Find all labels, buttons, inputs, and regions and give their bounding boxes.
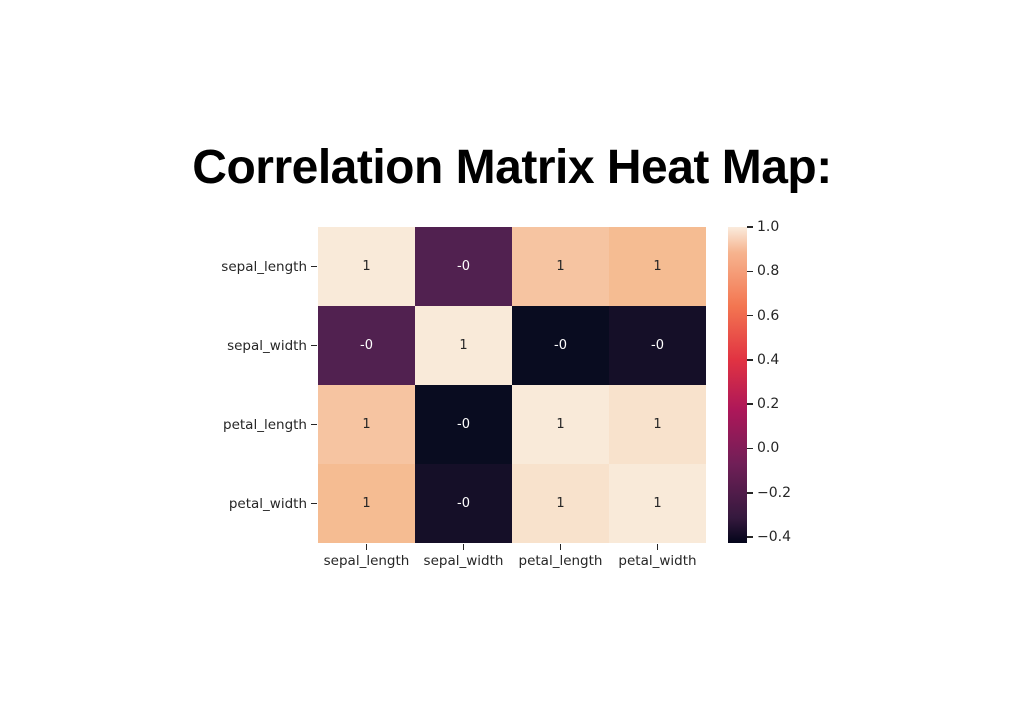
cell-value: 1 — [459, 338, 468, 353]
cell-value: 1 — [653, 259, 662, 274]
cell-value: -0 — [457, 496, 470, 511]
cell-value: 1 — [556, 259, 565, 274]
colorbar-tick-mark — [747, 359, 753, 361]
colorbar-tick-label: 0.8 — [757, 263, 780, 280]
heatmap-cell: 1 — [318, 227, 415, 306]
heatmap-cell: 1 — [415, 306, 512, 385]
cell-value: -0 — [360, 338, 373, 353]
colorbar-tick-mark — [747, 226, 753, 228]
cell-value: -0 — [457, 417, 470, 432]
y-tick-mark — [311, 502, 317, 505]
colorbar-tick-label: −0.4 — [757, 529, 791, 546]
heatmap-cell: -0 — [415, 464, 512, 543]
heatmap-cell: 1 — [512, 385, 609, 464]
colorbar-tick-label: 0.4 — [757, 351, 780, 368]
x-tick-label: sepal_width — [423, 553, 504, 569]
heatmap-cell: 1 — [318, 464, 415, 543]
colorbar: 1.0 0.8 0.6 0.4 0.2 0.0 −0.2 −0.4 — [728, 219, 791, 545]
chart-title: Correlation Matrix Heat Map: — [192, 141, 832, 194]
cell-value: -0 — [457, 259, 470, 274]
cell-value: 1 — [556, 496, 565, 511]
y-tick-mark — [311, 344, 317, 347]
cell-value: -0 — [554, 338, 567, 353]
heatmap-cell: 1 — [609, 385, 706, 464]
cell-value: 1 — [362, 259, 371, 274]
colorbar-tick-mark — [747, 447, 753, 450]
colorbar-tick-mark — [747, 536, 753, 538]
x-tick-label: petal_width — [618, 553, 697, 569]
cell-value: -0 — [651, 338, 664, 353]
heatmap-cell: -0 — [609, 306, 706, 385]
colorbar-tick-label: 1.0 — [757, 219, 780, 235]
y-tick-mark — [311, 265, 317, 268]
y-tick-label: sepal_width — [227, 337, 307, 354]
colorbar-tick-mark — [747, 403, 753, 405]
x-tick-mark — [365, 544, 368, 550]
x-tick-label: petal_length — [518, 553, 603, 569]
cell-value: 1 — [653, 417, 662, 432]
colorbar-tick-mark — [747, 314, 753, 317]
cell-value: 1 — [362, 496, 371, 511]
heatmap-cell: -0 — [415, 227, 512, 306]
cell-value: 1 — [556, 417, 565, 432]
colorbar-tick-mark — [747, 491, 753, 494]
colorbar-tick-mark — [747, 270, 753, 273]
x-tick-mark — [462, 544, 465, 550]
y-tick-label: sepal_length — [221, 258, 307, 275]
heatmap-cell: -0 — [318, 306, 415, 385]
y-tick-label: petal_width — [228, 495, 307, 512]
colorbar-tick-label: 0.6 — [757, 307, 780, 324]
x-tick-mark — [559, 544, 562, 550]
colorbar-tick-label: −0.2 — [757, 484, 791, 501]
y-tick-label: petal_length — [223, 416, 307, 433]
heatmap-axes: 1 -0 1 1 -0 1 -0 -0 1 -0 1 1 1 -0 1 1 sepal_length sepal… — [221, 227, 706, 569]
colorbar-tick-label: 0.2 — [757, 396, 780, 413]
heatmap-cell: 1 — [512, 227, 609, 306]
heatmap-cell: -0 — [512, 306, 609, 385]
cell-value: 1 — [362, 417, 371, 432]
heatmap-grid: 1 -0 1 1 -0 1 -0 -0 1 -0 1 1 1 -0 1 1 — [318, 227, 706, 543]
heatmap-cell: 1 — [512, 464, 609, 543]
x-tick-mark — [656, 544, 659, 550]
heatmap-cell: -0 — [415, 385, 512, 464]
colorbar-tick-label: 0.0 — [757, 440, 780, 457]
y-tick-mark — [311, 423, 317, 426]
heatmap-cell: 1 — [609, 464, 706, 543]
x-tick-label: sepal_length — [323, 553, 410, 569]
heatmap-cell: 1 — [318, 385, 415, 464]
heatmap-cell: 1 — [609, 227, 706, 306]
cell-value: 1 — [653, 496, 662, 511]
